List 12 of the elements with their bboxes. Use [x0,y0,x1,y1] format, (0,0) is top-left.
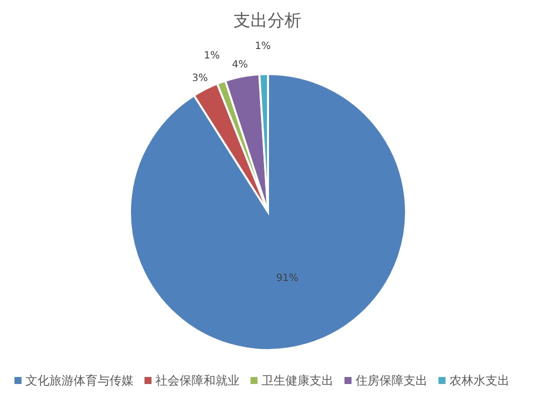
chart-title: 支出分析 [234,11,302,31]
data-label: 1% [204,50,220,62]
legend-label: 卫生健康支出 [262,373,334,388]
data-label: 3% [192,73,208,84]
legend-label: 社会保障和就业 [156,373,240,388]
legend-label: 住房保障支出 [354,373,428,388]
legend-label: 农林水支出 [450,373,510,388]
legend-label: 文化旅游体育与传媒 [26,373,134,388]
data-label: 1% [254,40,271,52]
pie-slice [129,73,407,351]
data-label: 91% [276,272,298,284]
data-label: 4% [232,59,248,70]
